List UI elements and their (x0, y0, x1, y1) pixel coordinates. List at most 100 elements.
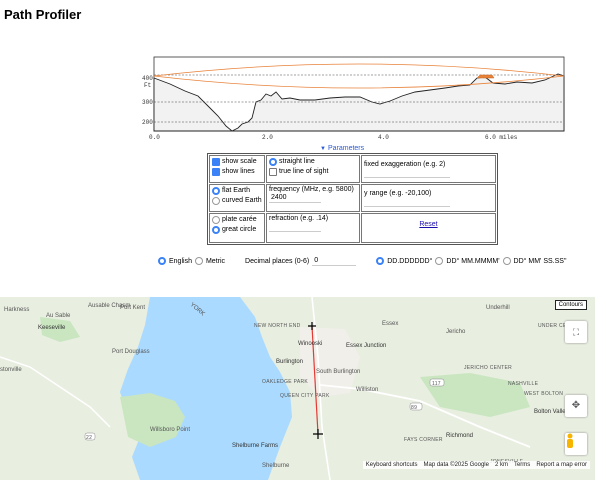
metric-radio[interactable] (194, 257, 203, 265)
y-tick-300: 300 (142, 99, 153, 106)
metric-label: Metric (205, 257, 226, 265)
show-lines-checkbox[interactable]: show lines (212, 167, 262, 177)
flat-earth-radio[interactable]: flat Earth (212, 186, 262, 196)
format-ddmmss-label: DD° MM' SS.SS" (513, 257, 567, 265)
format-dd-label: DD.DDDDDD° (387, 257, 433, 265)
map-label-willsboro-point: Willsboro Point (150, 427, 190, 433)
map-label-new-north-end: NEW NORTH END (254, 323, 301, 329)
shield-117: 117 (432, 381, 441, 387)
y-tick-400: 400 (142, 75, 153, 82)
units-row: English Metric Decimal places (0-6) DD.D… (158, 256, 566, 266)
map-data-credit: Map data ©2025 Google (423, 462, 489, 468)
map-label-shelburne: Shelburne (262, 463, 290, 469)
triangle-down-icon: ▼ (320, 146, 326, 152)
format-ddmmss-radio[interactable] (502, 257, 511, 265)
map-label-essex-junction: Essex Junction (346, 343, 386, 349)
plate-carree-radio[interactable]: plate carée (212, 215, 262, 225)
radio-empty-icon (212, 197, 220, 205)
x-tick-2: 2.0 (262, 134, 273, 141)
map-label-essex: Essex (382, 321, 398, 327)
scale-label[interactable]: 2 km (494, 462, 508, 468)
shield-89: 89 (411, 405, 417, 411)
shield-22: 22 (86, 435, 92, 441)
map-label-south-burlington: South Burlington (316, 369, 360, 375)
map-label-winooski: Winooski (298, 341, 322, 347)
y-tick-200: 200 (142, 119, 153, 126)
y-range-input[interactable] (364, 197, 450, 207)
report-error-link[interactable]: Report a map error (536, 462, 587, 468)
map-label-west-bolton: WEST BOLTON (524, 391, 563, 397)
radio-selected-icon (212, 187, 220, 195)
format-ddmm-radio[interactable] (435, 257, 444, 265)
decimal-places-input[interactable] (312, 256, 357, 266)
map-label-jericho: Jericho (446, 329, 466, 335)
obstruction-marker (476, 74, 495, 79)
map-label-underhill-center: UNDER CENT (538, 323, 574, 329)
map-label-nashville: NASHVILLE (508, 381, 539, 387)
map-label-jericho-center: JERICHO CENTER (464, 365, 512, 371)
map-label-oakledge-park: OAKLEDGE PARK (262, 379, 308, 385)
fresnel-zone-bottom (153, 75, 565, 89)
path-line (311, 325, 319, 435)
show-scale-checkbox[interactable]: show scale (212, 157, 262, 167)
map-label-williston: Williston (356, 387, 378, 393)
map-footer: Keyboard shortcuts Map data ©2025 Google… (362, 461, 590, 469)
page-title: Path Profiler (4, 7, 82, 22)
english-label: English (169, 257, 192, 265)
map-label-richmond: Richmond (446, 433, 473, 439)
checkbox-checked-icon (212, 158, 220, 166)
y-unit-ft: Ft (144, 82, 151, 89)
x-tick-0: 0.0 (149, 134, 160, 141)
format-dd-radio[interactable] (376, 257, 385, 265)
reset-link[interactable]: Reset (419, 221, 438, 228)
elevation-profile-chart[interactable]: 400 Ft 300 200 0.0 2.0 4.0 6.0 miles (140, 56, 565, 144)
parameters-table: show scale show lines straight line true… (207, 153, 498, 245)
parameters-toggle-link[interactable]: ▼ Parameters (320, 145, 365, 152)
straight-line-radio[interactable]: straight line (269, 157, 357, 167)
radio-selected-icon (269, 158, 277, 166)
map-label-stonville: stonville (0, 367, 22, 373)
map-label-au-sable: Au Sable (46, 313, 71, 319)
great-circle-radio[interactable]: great circle (212, 225, 262, 235)
terms-link[interactable]: Terms (513, 462, 531, 468)
map-view[interactable]: Harkness Au Sable Ausable Chasm Port Ken… (0, 297, 595, 480)
map-label-port-douglass: Port Douglass (112, 349, 150, 355)
map-label-fays-corner: FAYS CORNER (404, 437, 443, 443)
fixed-exaggeration-label: fixed exaggeration (e.g. 2) (364, 161, 446, 168)
frequency-label: frequency (MHz, e.g. 5800) (269, 186, 354, 193)
format-ddmm-label: DD° MM.MMMM' (446, 257, 500, 265)
radio-empty-icon (212, 216, 220, 224)
peninsula-park (120, 393, 185, 447)
map-label-bolton-valley: Bolton Valle (534, 409, 566, 415)
elevation-profile-line (153, 73, 565, 132)
checkbox-checked-icon (212, 168, 220, 176)
radio-selected-icon (212, 226, 220, 234)
x-tick-4: 4.0 (378, 134, 389, 141)
map-label-burlington: Burlington (276, 359, 303, 365)
contours-button[interactable]: Contours (554, 300, 587, 310)
end-crosshair (313, 429, 323, 439)
route-shields: 89 117 22 (84, 378, 445, 441)
map-label-harkness: Harkness (4, 307, 29, 313)
fullscreen-icon[interactable]: ⛶ (565, 321, 587, 343)
map-label-ausable-chasm: Ausable Chasm (88, 303, 130, 309)
map-label-queen-city-park: QUEEN CITY PARK (280, 393, 330, 399)
english-radio[interactable] (158, 257, 166, 265)
map-label-keeseville: Keeseville (38, 325, 66, 331)
frequency-input[interactable] (269, 193, 321, 203)
pegman-icon[interactable] (565, 433, 587, 455)
camera-control-icon[interactable]: ✥ (565, 395, 587, 417)
map-label-shelburne-farms: Shelburne Farms (232, 443, 278, 449)
fresnel-zone-top (153, 63, 565, 77)
map-label-port-kent: Port Kent (120, 305, 145, 311)
true-line-of-sight-checkbox[interactable]: true line of sight (269, 167, 357, 177)
keyboard-shortcuts-link[interactable]: Keyboard shortcuts (365, 462, 418, 468)
fixed-exaggeration-input[interactable] (364, 168, 450, 178)
checkbox-empty-icon (269, 168, 277, 176)
curved-earth-radio[interactable]: curved Earth (212, 196, 262, 206)
map-label-underhill: Underhill (486, 305, 510, 311)
refraction-input[interactable] (269, 222, 321, 232)
y-range-label: y range (e.g. -20,100) (364, 190, 432, 197)
start-crosshair (308, 322, 316, 330)
x-tick-6: 6.0 miles (485, 134, 518, 141)
